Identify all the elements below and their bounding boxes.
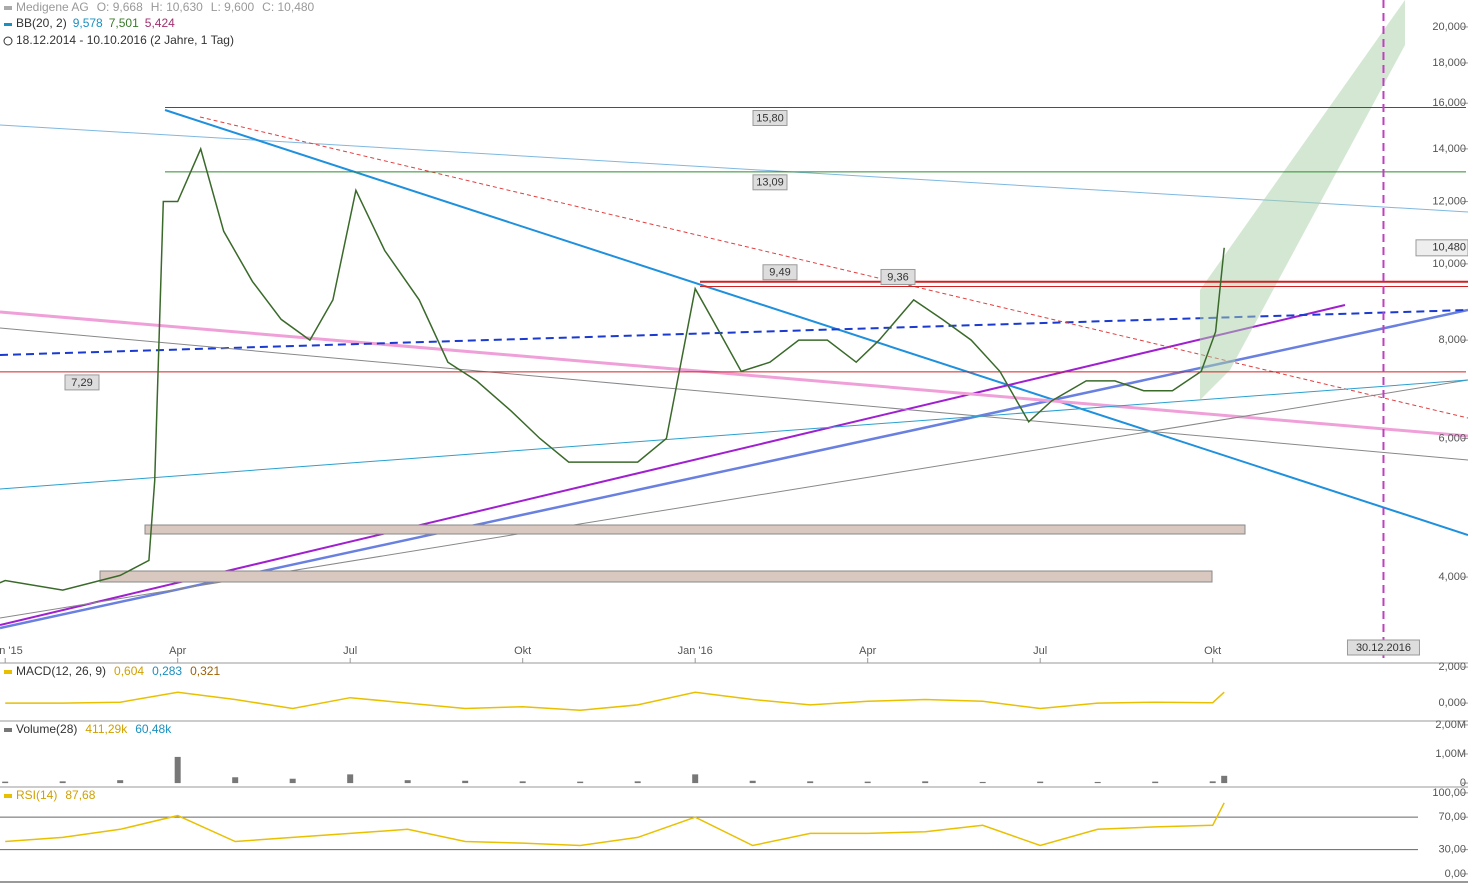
legend-swatch — [4, 6, 12, 10]
volume-bar — [1094, 781, 1101, 784]
panel-info: L: 9,600 — [211, 0, 255, 14]
bb-value: 7,501 — [109, 16, 139, 30]
panel-title: Medigene AG — [16, 0, 89, 14]
volume-bar — [404, 780, 411, 784]
series-line — [5, 691, 1225, 712]
volume-bar — [519, 781, 526, 784]
volume-bar — [174, 756, 181, 784]
panel-info: 60,48k — [135, 722, 172, 736]
panel-info: 0,604 — [114, 664, 144, 678]
volume-bar — [117, 780, 124, 784]
y-tick-label: 100,00 — [1432, 787, 1466, 799]
date-box — [1346, 639, 1420, 656]
panel-info: O: 9,668 — [97, 0, 143, 14]
y-tick-label: 10,000 — [1432, 258, 1466, 270]
y-tick-label: 14,000 — [1432, 143, 1466, 155]
date-label: 30.12.2016 — [1356, 642, 1411, 654]
last-label: 10,480 — [1432, 242, 1466, 254]
y-tick-label: 30,00 — [1438, 843, 1466, 855]
level-box — [880, 268, 916, 285]
y-tick-label: 0 — [1460, 777, 1466, 789]
level-label: 15,80 — [756, 112, 784, 124]
x-tick-label: Jul — [1033, 645, 1047, 657]
volume-bar — [634, 781, 641, 784]
last-box — [1415, 239, 1468, 257]
panel-info: H: 10,630 — [151, 0, 203, 14]
panel-info: 0,321 — [190, 664, 220, 678]
level-label: 9,36 — [887, 271, 908, 283]
y-tick-label: 12,000 — [1432, 195, 1466, 207]
level-label: 7,29 — [71, 377, 92, 389]
legend-swatch — [4, 794, 12, 798]
volume-bar — [347, 774, 354, 784]
x-tick-label: Jan '16 — [678, 645, 713, 657]
x-tick-label: Jan '15 — [0, 645, 23, 657]
y-tick-label: 18,000 — [1432, 57, 1466, 69]
y-tick-label: 8,000 — [1438, 334, 1466, 346]
level-label: 9,49 — [769, 267, 790, 279]
bb-value: 9,578 — [73, 16, 103, 30]
panel-title: RSI(14) — [16, 788, 57, 802]
volume-bar — [462, 780, 469, 784]
bb-value: 5,424 — [145, 16, 175, 30]
series-line — [5, 802, 1225, 847]
volume-bar — [577, 781, 584, 784]
clock-icon — [3, 36, 13, 46]
x-tick-label: Apr — [169, 645, 186, 657]
y-tick-label: 6,000 — [1438, 432, 1466, 444]
y-tick-label: 16,000 — [1432, 97, 1466, 109]
y-tick-label: 2,00M — [1435, 719, 1466, 731]
volume-bar — [1221, 775, 1228, 784]
y-tick-label: 4,000 — [1438, 571, 1466, 583]
legend-swatch — [4, 670, 12, 674]
legend-swatch — [4, 23, 12, 26]
panel-info: 87,68 — [65, 788, 95, 802]
y-tick-label: 1,00M — [1435, 748, 1466, 760]
legend-swatch — [4, 728, 12, 732]
volume-bar — [59, 781, 66, 784]
volume-bar — [807, 781, 814, 784]
volume-bar — [979, 781, 986, 784]
level-box — [752, 110, 788, 127]
volume-bar — [2, 781, 9, 784]
panel-info: C: 10,480 — [262, 0, 314, 14]
volume-bar — [289, 778, 296, 784]
volume-bar — [864, 781, 871, 784]
volume-bar — [1209, 781, 1216, 784]
x-tick-label: Okt — [1204, 645, 1221, 657]
y-tick-label: 70,00 — [1438, 811, 1466, 823]
y-tick-label: 0,000 — [1438, 697, 1466, 709]
date-range: 18.12.2014 - 10.10.2016 (2 Jahre, 1 Tag) — [16, 33, 234, 47]
panel-title: Volume(28) — [16, 722, 77, 736]
y-tick-label: 2,000 — [1438, 661, 1466, 673]
volume-bar — [692, 774, 699, 784]
x-tick-label: Jul — [343, 645, 357, 657]
x-tick-label: Apr — [859, 645, 876, 657]
level-box — [64, 374, 100, 391]
volume-bar — [1037, 781, 1044, 784]
x-tick-label: Okt — [514, 645, 531, 657]
y-tick-label: 0,00 — [1445, 868, 1466, 880]
volume-bar — [749, 780, 756, 784]
bb-name: BB(20, 2) — [16, 16, 67, 30]
y-tick-label: 20,000 — [1432, 21, 1466, 33]
series-line — [0, 146, 1225, 591]
volume-bar — [1152, 781, 1159, 784]
level-box — [762, 264, 798, 281]
panel-title: MACD(12, 26, 9) — [16, 664, 106, 678]
volume-bar — [232, 777, 239, 784]
level-label: 13,09 — [756, 177, 784, 189]
panel-info: 411,29k — [85, 722, 128, 736]
panel-info: 0,283 — [152, 664, 182, 678]
level-box — [752, 174, 788, 191]
volume-bar — [922, 781, 929, 784]
